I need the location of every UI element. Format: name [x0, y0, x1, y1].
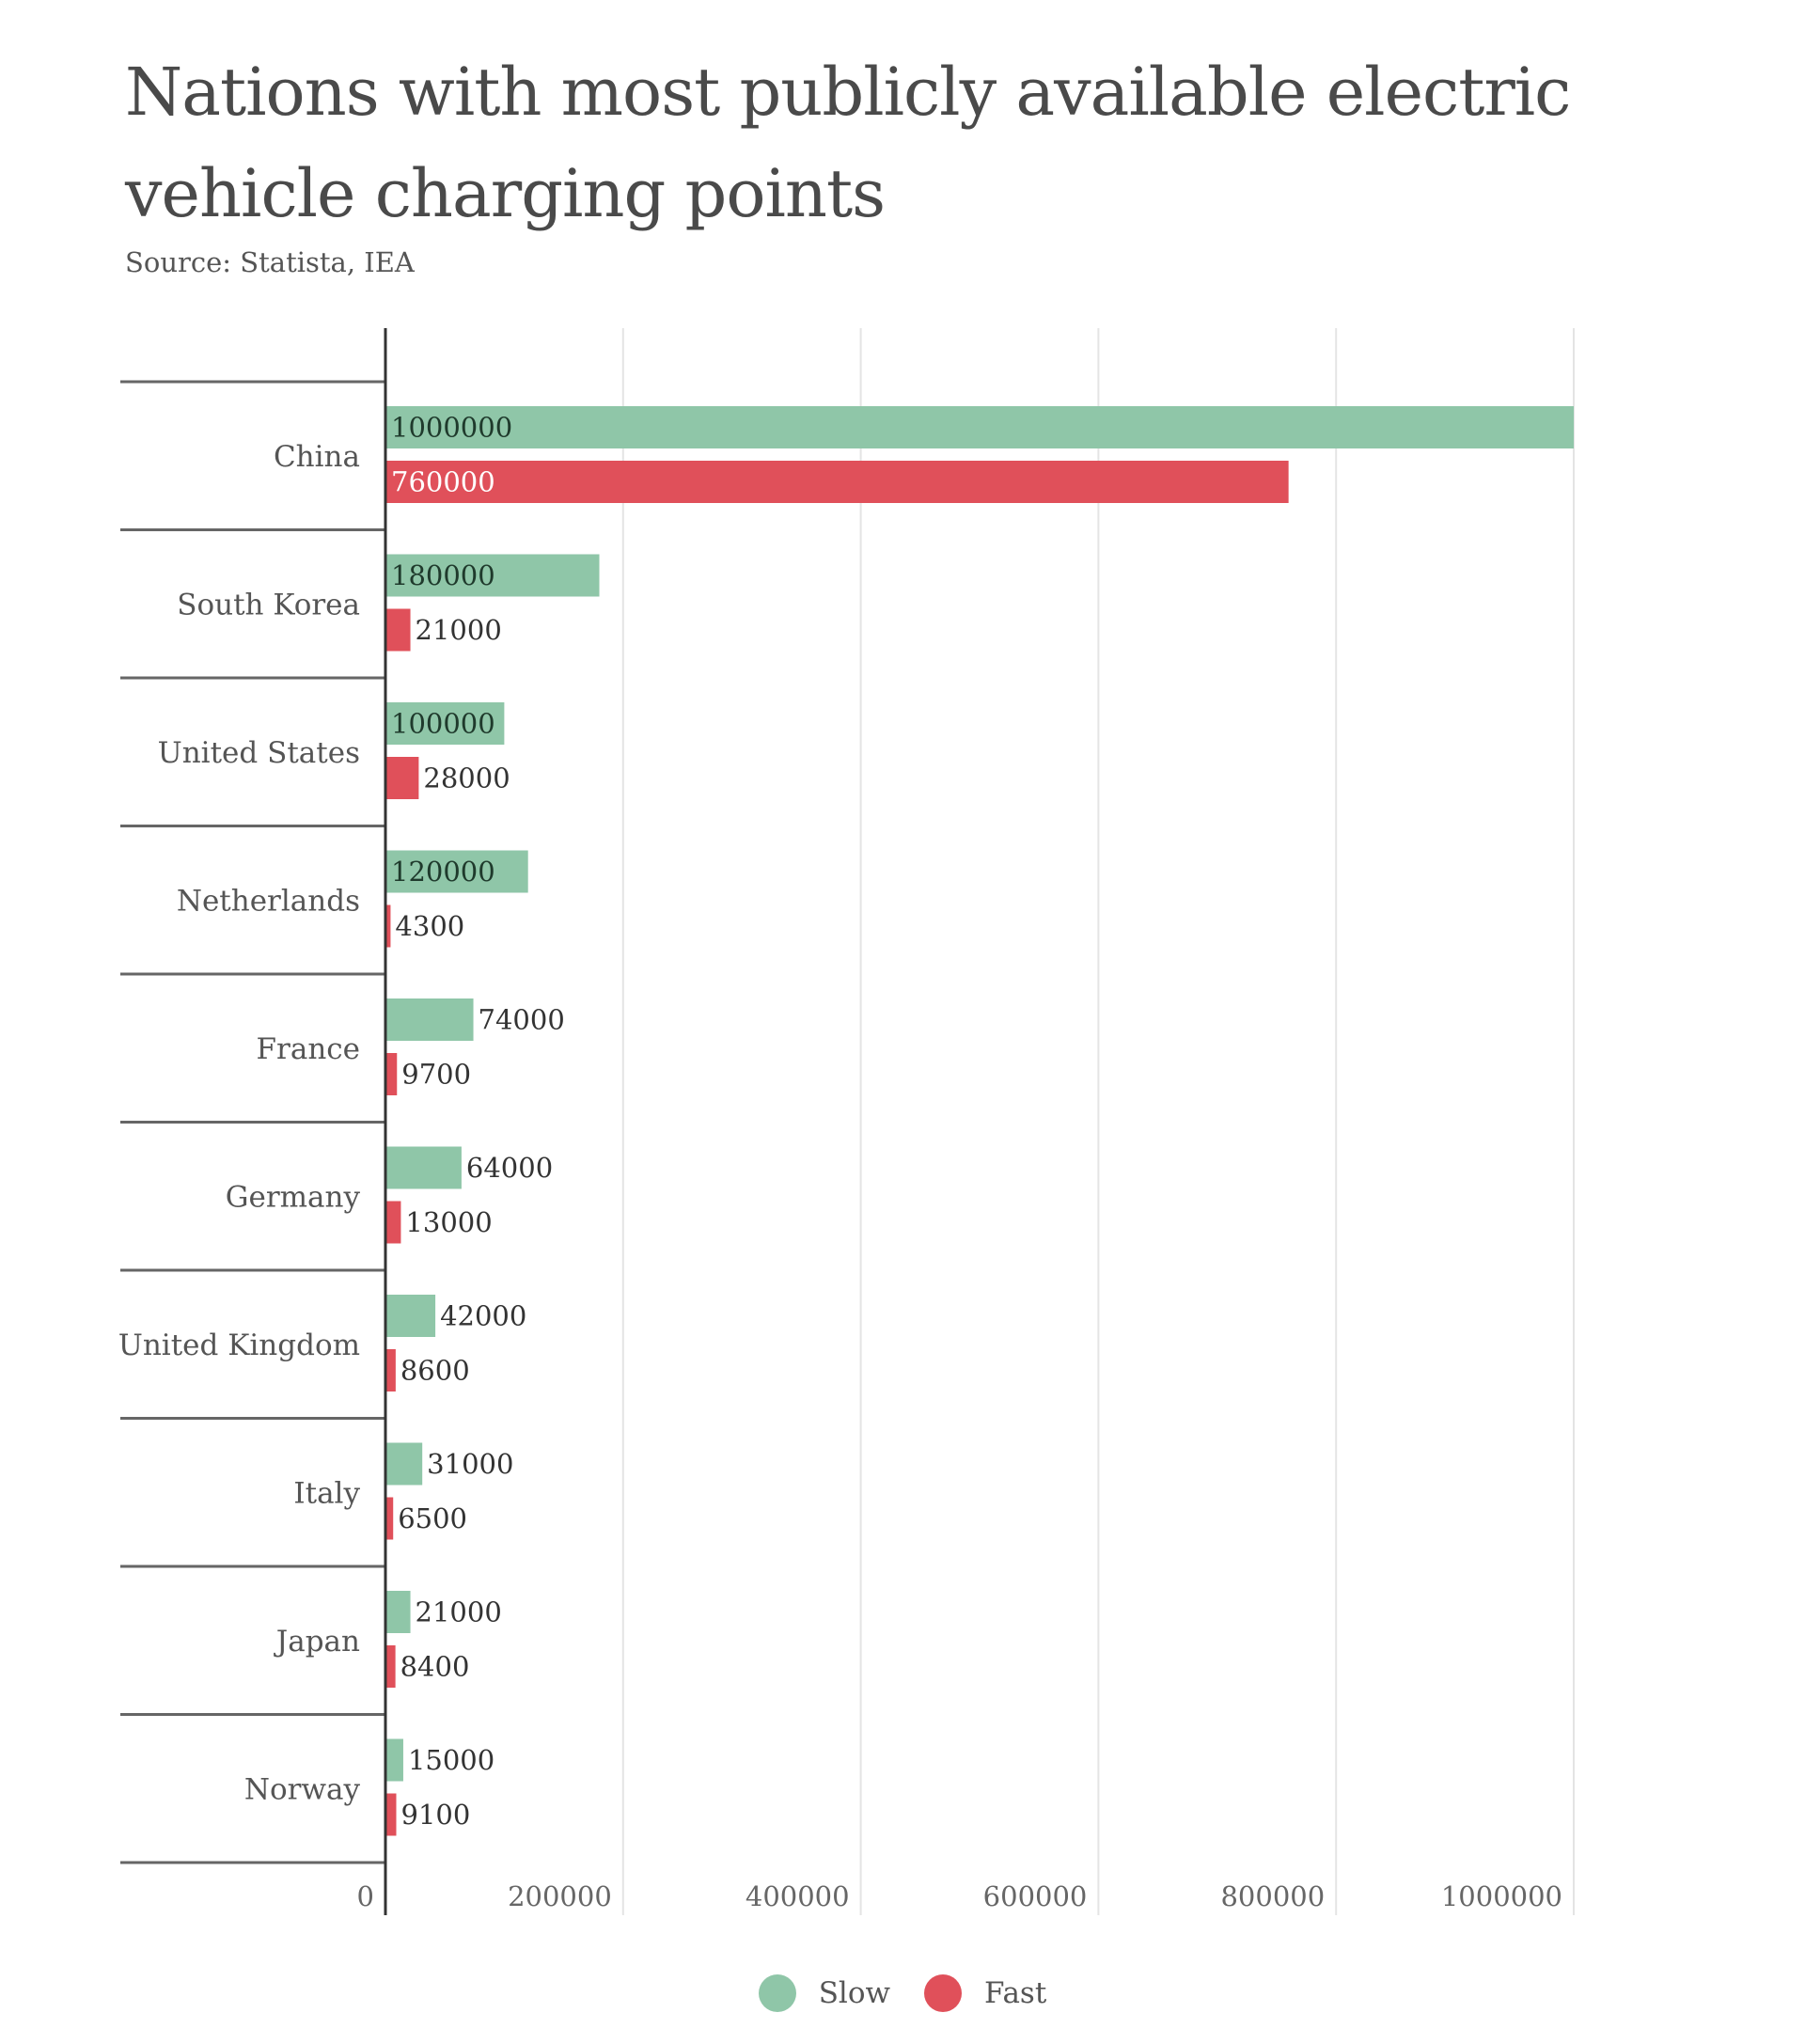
bar-slow: [385, 1738, 403, 1782]
category-label: United States: [158, 736, 360, 770]
legend-swatch-slow: [758, 1974, 796, 2012]
data-label-fast: 6500: [398, 1502, 467, 1534]
bar-fast: [385, 461, 1289, 503]
legend: Slow Fast: [0, 1974, 1805, 2012]
bar-fast: [385, 757, 419, 799]
data-label-slow: 31000: [427, 1448, 513, 1480]
data-label-slow: 180000: [391, 559, 495, 591]
bar-slow: [385, 554, 600, 597]
data-label-fast: 9700: [401, 1059, 471, 1091]
legend-label-fast: Fast: [984, 1976, 1047, 2010]
x-tick-label: 200000: [508, 1880, 612, 1912]
category-label: South Korea: [177, 588, 360, 621]
category-label: Japan: [274, 1625, 360, 1659]
data-label-slow: 15000: [408, 1744, 494, 1776]
legend-item-fast: Fast: [924, 1974, 1046, 2012]
data-label-fast: 4300: [395, 910, 464, 942]
x-tick-label: 0: [357, 1880, 374, 1912]
legend-label-slow: Slow: [818, 1976, 891, 2010]
bar-slow: [385, 1146, 462, 1189]
bar-slow: [385, 1295, 436, 1337]
x-tick-label: 400000: [746, 1880, 850, 1912]
data-label-slow: 74000: [479, 1004, 565, 1036]
bar-slow: [385, 850, 528, 893]
bar-fast: [385, 904, 391, 948]
bar-slow: [385, 406, 1574, 448]
bar-fast: [385, 608, 411, 652]
data-label-fast: 8600: [400, 1355, 470, 1387]
data-label-fast: 8400: [400, 1651, 470, 1683]
x-tick-label: 600000: [983, 1880, 1088, 1912]
bar-fast: [385, 1053, 398, 1095]
legend-swatch-fast: [924, 1974, 963, 2012]
category-label: Netherlands: [177, 884, 360, 918]
bar-slow: [385, 1442, 423, 1486]
data-label-fast: 760000: [391, 466, 495, 498]
bar-slow: [385, 998, 474, 1041]
category-label: France: [257, 1032, 360, 1066]
bar-fast: [385, 1793, 397, 1836]
category-label: Italy: [293, 1476, 360, 1510]
bar-fast: [385, 1201, 401, 1244]
data-label-slow: 21000: [416, 1596, 502, 1628]
category-label: United Kingdom: [118, 1329, 360, 1362]
category-label: Norway: [244, 1772, 361, 1806]
bar-slow: [385, 702, 505, 745]
data-label-fast: 28000: [423, 763, 510, 794]
category-label: Germany: [226, 1180, 361, 1214]
x-tick-label: 800000: [1220, 1880, 1325, 1912]
data-label-slow: 100000: [391, 708, 495, 740]
data-label-slow: 1000000: [391, 412, 512, 444]
bar-fast: [385, 1497, 394, 1540]
data-label-slow: 42000: [440, 1300, 526, 1332]
x-tick-label: 1000000: [1441, 1880, 1562, 1912]
bar-fast: [385, 1645, 396, 1688]
data-label-fast: 13000: [405, 1206, 492, 1238]
bar-slow: [385, 1591, 411, 1633]
data-label-slow: 120000: [391, 856, 495, 888]
data-label-fast: 9100: [401, 1799, 471, 1831]
bar-fast: [385, 1349, 396, 1391]
category-label: China: [274, 440, 360, 474]
data-label-slow: 64000: [466, 1152, 553, 1184]
chart-title: Nations with most publicly available ele…: [125, 54, 1571, 232]
legend-item-slow: Slow: [758, 1974, 891, 2012]
chart-source: Source: Statista, IEA: [125, 246, 415, 278]
data-label-fast: 21000: [416, 614, 502, 646]
